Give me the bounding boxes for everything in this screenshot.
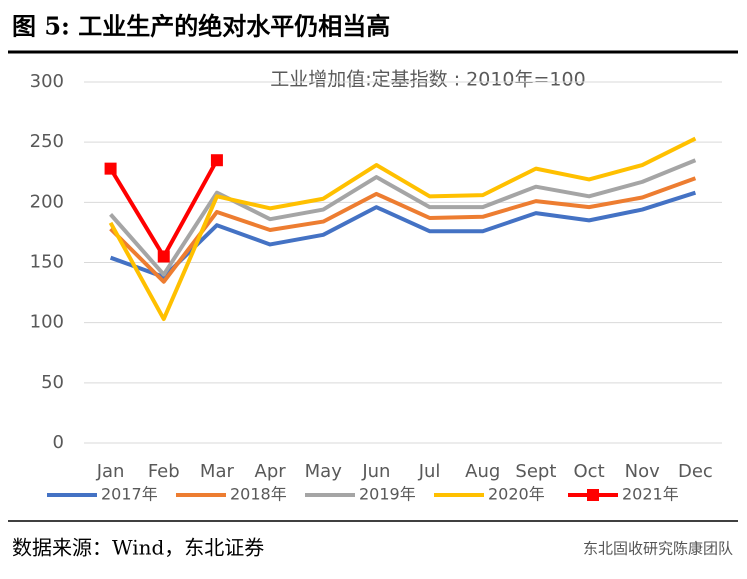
- y-tick-label: 300: [30, 71, 64, 92]
- x-tick-label: Apr: [255, 461, 287, 482]
- series-line: [109, 158, 697, 277]
- series-line: [109, 190, 697, 279]
- source: 数据来源：Wind，东北证券: [12, 536, 264, 560]
- x-tick-label: Jun: [361, 461, 390, 482]
- x-tick-label: May: [305, 461, 343, 482]
- legend-label: 2020年: [488, 485, 545, 504]
- point-marker: [157, 250, 170, 263]
- legend-label: 2017年: [101, 485, 158, 504]
- series-line: [108, 136, 697, 322]
- legend-label: 2018年: [230, 485, 287, 504]
- x-tick-label: Jul: [418, 461, 441, 482]
- y-tick-label: 150: [30, 252, 64, 273]
- figure-title: 图 5: 工业生产的绝对水平仍相当高: [12, 12, 390, 41]
- x-tick-label: Aug: [465, 461, 500, 482]
- point-marker: [104, 162, 117, 175]
- point-marker: [210, 154, 223, 167]
- y-tick-label: 250: [30, 131, 64, 152]
- legend-label: 2021年: [622, 485, 679, 504]
- watermark: 东北固收研究陈康团队: [583, 540, 733, 558]
- legend-label: 2019年: [359, 485, 416, 504]
- x-tick-label: Jan: [96, 461, 125, 482]
- x-tick-label: Nov: [625, 461, 660, 482]
- x-tick-label: Feb: [148, 461, 180, 482]
- x-tick-label: Oct: [574, 461, 605, 482]
- x-tick-label: Dec: [678, 461, 713, 482]
- y-tick-label: 0: [53, 432, 64, 453]
- subtitle: 工业增加值:定基指数 : 2010年=100: [270, 69, 585, 91]
- x-tick-label: Sept: [515, 461, 556, 482]
- series-line: [109, 176, 697, 284]
- y-tick-label: 100: [30, 312, 64, 333]
- x-tick-label: Mar: [200, 461, 235, 482]
- y-tick-label: 200: [30, 191, 64, 212]
- y-tick-label: 50: [41, 372, 64, 393]
- legend-marker: [587, 489, 599, 501]
